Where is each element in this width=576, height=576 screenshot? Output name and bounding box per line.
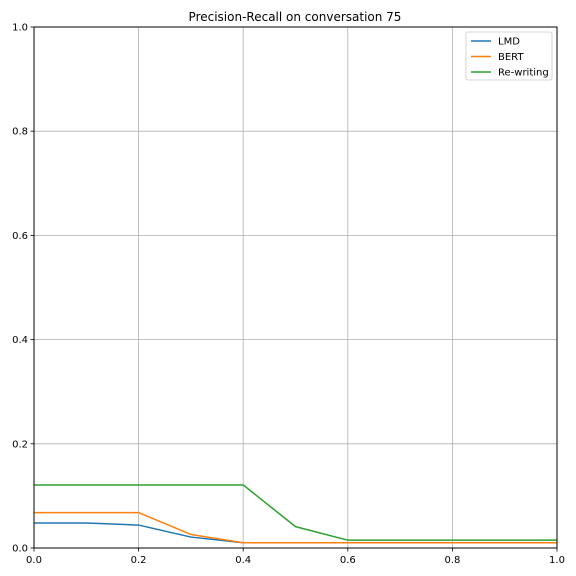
legend-label: Re-writing: [498, 68, 549, 79]
axis-ticks: 0.0 0.2 0.4 0.6 0.8 1.0 0.0 0.2 0.4 0.6 0.8 1.0: [12, 23, 565, 567]
x-tick-label: 0.8: [444, 555, 460, 566]
plot-frame: [33, 26, 558, 549]
y-tick-label: 0.8: [12, 127, 28, 138]
series-line-re-writing: [34, 484, 557, 541]
grid-lines: [33, 26, 558, 549]
chart-title: Precision-Recall on conversation 75: [189, 10, 402, 24]
legend: LMD BERT Re-writing: [465, 31, 553, 81]
x-tick-label: 0.2: [131, 555, 147, 566]
series-line-bert: [34, 511, 557, 544]
series-lines: [34, 484, 557, 544]
legend-label: BERT: [498, 52, 524, 63]
y-tick-label: 0.2: [12, 439, 28, 450]
x-tick-label: 0.6: [340, 555, 356, 566]
y-tick-label: 0.4: [12, 335, 28, 346]
legend-label: LMD: [498, 37, 520, 48]
x-tick-label: 1.0: [549, 555, 565, 566]
x-tick-label: 0.4: [235, 555, 251, 566]
y-tick-label: 1.0: [12, 23, 28, 34]
y-tick-label: 0.6: [12, 231, 28, 242]
legend-box: [465, 31, 553, 81]
y-tick-label: 0.0: [12, 544, 28, 555]
x-tick-label: 0.0: [26, 555, 42, 566]
